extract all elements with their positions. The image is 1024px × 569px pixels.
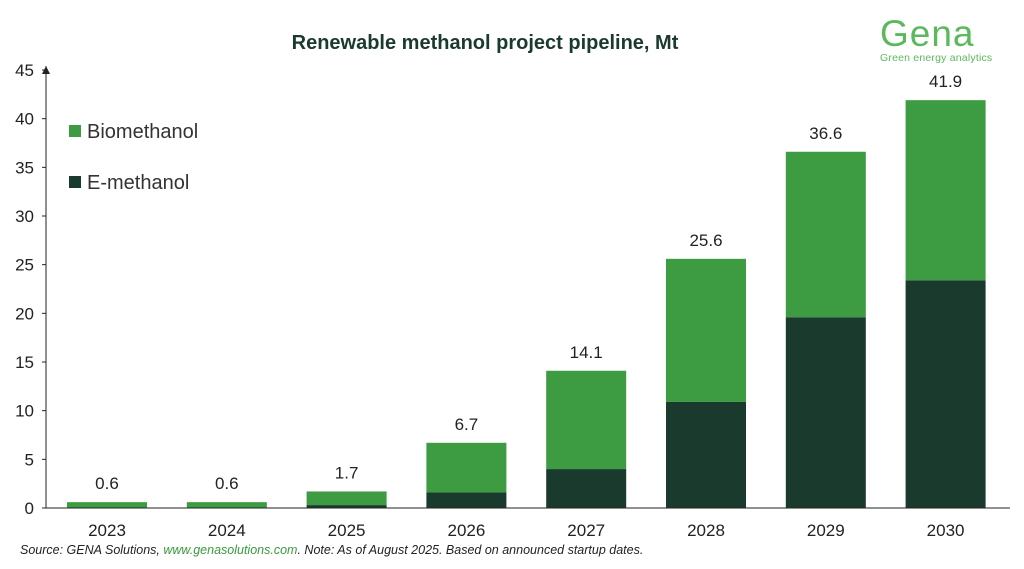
footer-link[interactable]: www.genasolutions.com bbox=[163, 543, 298, 557]
legend-swatch-e-methanol bbox=[69, 176, 81, 188]
x-tick-label-2029: 2029 bbox=[807, 521, 845, 540]
bar-2030-e-methanol bbox=[905, 280, 986, 508]
total-label-2023: 0.6 bbox=[95, 474, 119, 493]
total-label-2028: 25.6 bbox=[689, 231, 722, 250]
legend-swatch-biomethanol bbox=[69, 125, 81, 137]
bar-2026-biomethanol bbox=[426, 442, 507, 493]
bar-2026-e-methanol bbox=[426, 492, 507, 508]
total-label-2030: 41.9 bbox=[929, 72, 962, 91]
y-tick-label-10: 10 bbox=[15, 402, 34, 421]
x-tick-label-2030: 2030 bbox=[927, 521, 965, 540]
logo-name: Gena bbox=[880, 13, 975, 54]
bar-2028-e-methanol bbox=[666, 401, 746, 508]
logo-tagline: Green energy analytics bbox=[880, 52, 993, 64]
y-tick-label-40: 40 bbox=[15, 110, 34, 129]
x-tick-label-2025: 2025 bbox=[328, 521, 366, 540]
bar-2030-biomethanol bbox=[905, 100, 986, 281]
bar-2023-biomethanol bbox=[67, 502, 147, 508]
y-tick-label-45: 45 bbox=[15, 61, 34, 80]
y-tick-label-35: 35 bbox=[15, 158, 34, 177]
gena-logo: Gena Green energy analytics bbox=[880, 13, 1010, 65]
footer-note: Source: GENA Solutions, www.genasolution… bbox=[20, 543, 643, 557]
x-tick-label-2027: 2027 bbox=[567, 521, 605, 540]
x-tick-label-2028: 2028 bbox=[687, 521, 725, 540]
total-label-2026: 6.7 bbox=[455, 415, 479, 434]
y-tick-label-20: 20 bbox=[15, 304, 34, 323]
x-tick-label-2023: 2023 bbox=[88, 521, 126, 540]
bar-2029-biomethanol bbox=[785, 151, 866, 318]
bar-2027-biomethanol bbox=[546, 370, 627, 470]
total-label-2027: 14.1 bbox=[570, 343, 603, 362]
legend-label-e-methanol: E-methanol bbox=[87, 172, 189, 194]
y-tick-label-0: 0 bbox=[25, 499, 34, 518]
bar-2025-biomethanol bbox=[306, 491, 387, 506]
x-tick-label-2024: 2024 bbox=[208, 521, 246, 540]
total-label-2025: 1.7 bbox=[335, 463, 359, 482]
y-tick-label-15: 15 bbox=[15, 353, 34, 372]
total-label-2024: 0.6 bbox=[215, 474, 239, 493]
bar-2025-e-methanol bbox=[306, 505, 387, 508]
bar-2024-biomethanol bbox=[186, 502, 267, 508]
x-tick-label-2026: 2026 bbox=[447, 521, 485, 540]
legend-label-biomethanol: Biomethanol bbox=[87, 121, 198, 143]
total-label-2029: 36.6 bbox=[809, 124, 842, 143]
bar-2028-biomethanol bbox=[666, 258, 746, 402]
footer-prefix: Source: GENA Solutions, bbox=[20, 543, 164, 557]
bar-2029-e-methanol bbox=[785, 317, 866, 508]
y-tick-label-5: 5 bbox=[25, 450, 34, 469]
bar-2027-e-methanol bbox=[546, 469, 627, 508]
y-tick-label-25: 25 bbox=[15, 256, 34, 275]
y-tick-label-30: 30 bbox=[15, 207, 34, 226]
footer-suffix: . Note: As of August 2025. Based on anno… bbox=[297, 543, 644, 557]
chart-title: Renewable methanol project pipeline, Mt bbox=[291, 32, 679, 54]
